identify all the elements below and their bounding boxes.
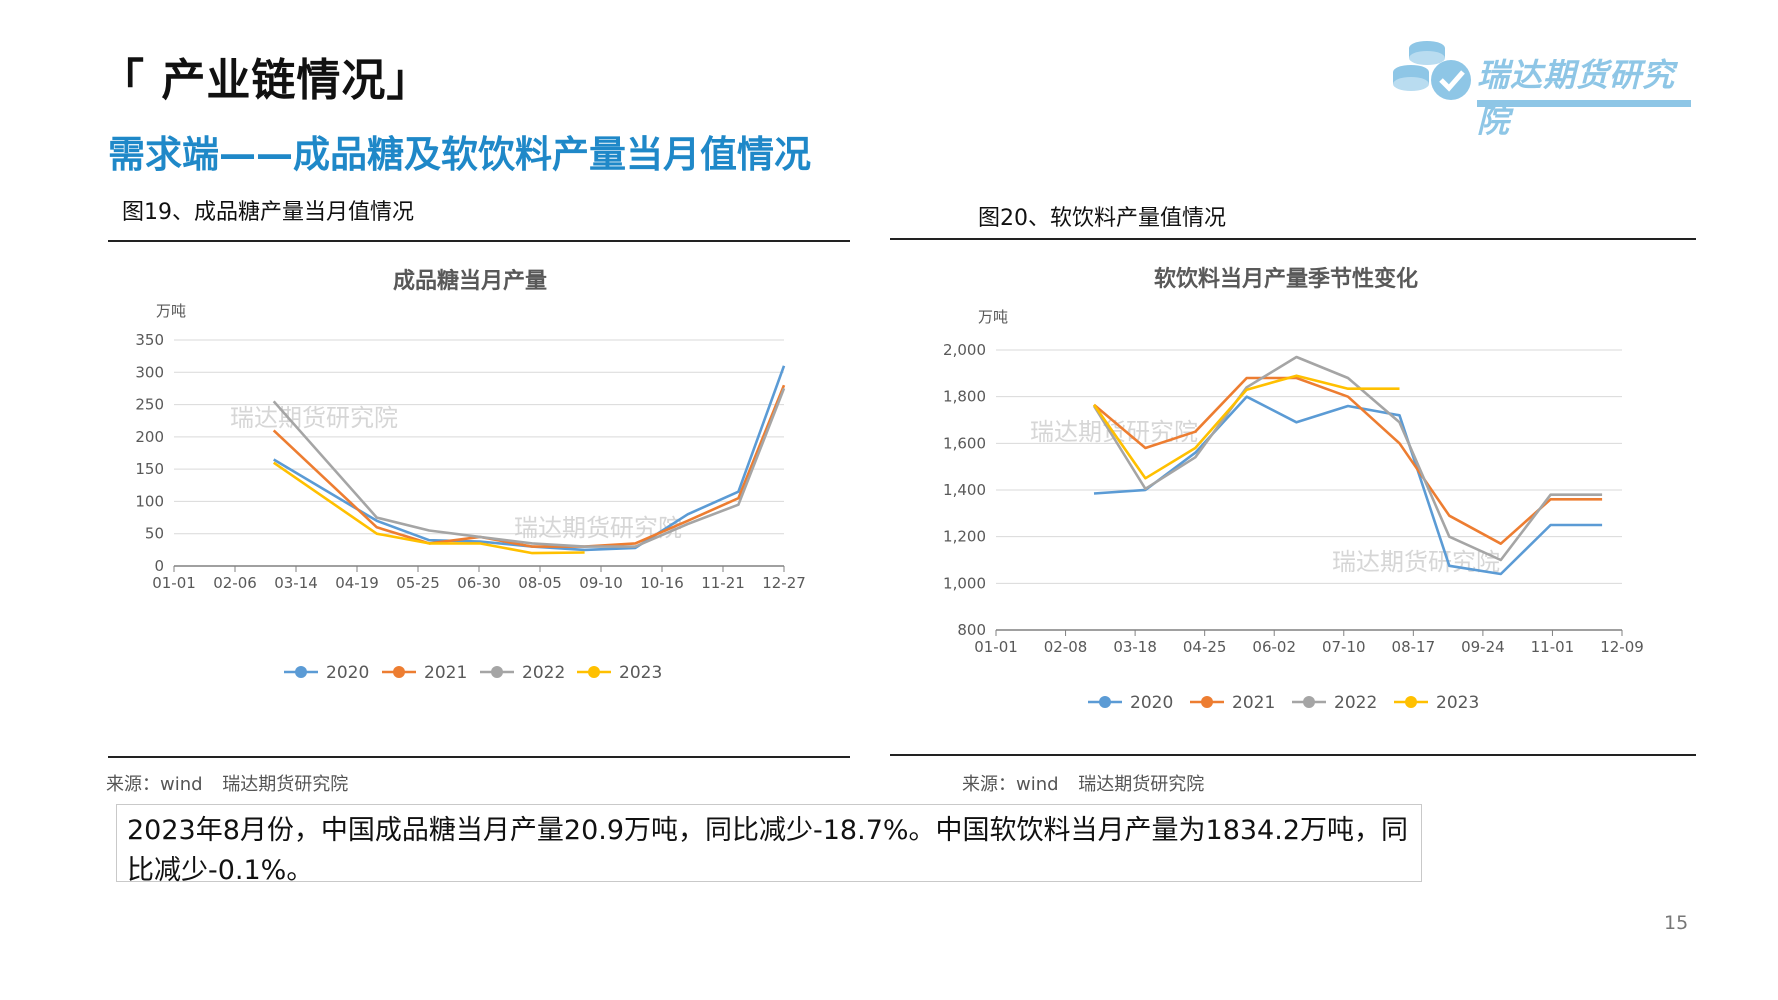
x-tick-label: 12-09 xyxy=(1600,638,1644,656)
watermark-text: 瑞达期货研究院 xyxy=(1332,548,1500,576)
right-source: 来源：wind 瑞达期货研究院 xyxy=(962,770,1218,796)
series-line-2020 xyxy=(1093,395,1603,576)
legend-label-2021: 2021 xyxy=(424,663,467,683)
x-tick-label: 06-30 xyxy=(457,574,501,592)
section-title: 「 产业链情况」 xyxy=(100,55,432,106)
left-source-label: 来源：wind xyxy=(106,774,203,795)
y-tick-label: 0 xyxy=(154,557,164,575)
x-tick-label: 11-01 xyxy=(1531,638,1575,656)
x-tick-label: 01-01 xyxy=(152,574,196,592)
coins-logo-icon xyxy=(1393,41,1471,100)
series-line-2022 xyxy=(1092,355,1603,562)
page-number: 15 xyxy=(1664,912,1689,934)
legend-label-2021: 2021 xyxy=(1232,693,1275,713)
company-logo: 瑞达期货研究院 xyxy=(1385,28,1695,140)
left-source-org: 瑞达期货研究院 xyxy=(222,774,349,795)
x-tick-label: 09-24 xyxy=(1461,638,1505,656)
y-tick-label: 50 xyxy=(145,525,164,543)
series-line-2022 xyxy=(272,387,786,548)
legend-marker-2020 xyxy=(1099,696,1111,708)
x-tick-label: 09-10 xyxy=(579,574,623,592)
legend-marker-2022 xyxy=(1303,696,1315,708)
x-tick-label: 04-25 xyxy=(1183,638,1227,656)
right-source-org: 瑞达期货研究院 xyxy=(1078,774,1205,795)
watermark-text: 瑞达期货研究院 xyxy=(230,404,398,432)
series-line-2023 xyxy=(272,461,585,555)
y-tick-label: 350 xyxy=(135,331,164,349)
y-axis-unit-label: 万吨 xyxy=(978,308,1008,326)
legend-marker-2021 xyxy=(393,666,405,678)
legend-label-2023: 2023 xyxy=(1436,693,1479,713)
left-figure-caption: 图19、成品糖产量当月值情况 xyxy=(122,200,414,225)
x-tick-label: 02-06 xyxy=(213,574,257,592)
legend-marker-2021 xyxy=(1201,696,1213,708)
y-axis-unit-label: 万吨 xyxy=(156,302,186,320)
y-tick-label: 2,000 xyxy=(943,341,986,359)
right-bottom-rule xyxy=(890,754,1696,756)
y-tick-label: 1,000 xyxy=(943,574,986,592)
series-line-2021 xyxy=(1093,376,1603,546)
y-tick-label: 200 xyxy=(135,428,164,446)
x-tick-label: 03-18 xyxy=(1113,638,1157,656)
right-figure-caption: 图20、软饮料产量值情况 xyxy=(978,206,1226,231)
left-top-rule xyxy=(108,240,850,242)
legend-label-2023: 2023 xyxy=(619,663,662,683)
x-tick-label: 12-27 xyxy=(762,574,806,592)
legend-marker-2020 xyxy=(295,666,307,678)
right-top-rule xyxy=(890,238,1696,240)
y-tick-label: 1,200 xyxy=(943,528,986,546)
y-tick-label: 100 xyxy=(135,492,164,510)
x-tick-label: 08-05 xyxy=(518,574,562,592)
right-source-label: 来源：wind xyxy=(962,774,1059,795)
chart-title: 软饮料当月产量季节性变化 xyxy=(1154,266,1418,292)
x-tick-label: 02-08 xyxy=(1044,638,1088,656)
x-tick-label: 04-19 xyxy=(335,574,379,592)
y-tick-label: 1,400 xyxy=(943,481,986,499)
chart-title: 成品糖当月产量 xyxy=(393,268,547,294)
x-tick-label: 05-25 xyxy=(396,574,440,592)
x-tick-label: 06-02 xyxy=(1252,638,1296,656)
left-bottom-rule xyxy=(108,756,850,758)
legend-label-2020: 2020 xyxy=(1130,693,1173,713)
left-source: 来源：wind 瑞达期货研究院 xyxy=(106,770,362,796)
y-tick-label: 1,800 xyxy=(943,388,986,406)
x-tick-label: 03-14 xyxy=(274,574,318,592)
y-tick-label: 300 xyxy=(135,363,164,381)
legend-marker-2022 xyxy=(491,666,503,678)
x-tick-label: 08-17 xyxy=(1392,638,1436,656)
series-line-2023 xyxy=(1092,374,1400,480)
page-subtitle: 需求端——成品糖及软饮料产量当月值情况 xyxy=(108,133,811,176)
summary-text: 2023年8月份，中国成品糖当月产量20.9万吨，同比减少-18.7%。中国软饮… xyxy=(116,804,1422,886)
legend-label-2020: 2020 xyxy=(326,663,369,683)
x-tick-label: 10-16 xyxy=(640,574,684,592)
y-tick-label: 250 xyxy=(135,396,164,414)
legend-label-2022: 2022 xyxy=(522,663,565,683)
y-tick-label: 1,600 xyxy=(943,434,986,452)
series-line-2020 xyxy=(273,365,786,552)
y-tick-label: 150 xyxy=(135,460,164,478)
logo-text: 瑞达期货研究院 xyxy=(1477,56,1676,140)
logo-underline xyxy=(1477,100,1691,107)
legend-marker-2023 xyxy=(588,666,600,678)
x-tick-label: 11-21 xyxy=(701,574,745,592)
y-tick-label: 800 xyxy=(957,621,986,639)
legend-label-2022: 2022 xyxy=(1334,693,1377,713)
x-tick-label: 07-10 xyxy=(1322,638,1366,656)
legend-marker-2023 xyxy=(1405,696,1417,708)
series-line-2021 xyxy=(272,384,786,548)
x-tick-label: 01-01 xyxy=(974,638,1018,656)
